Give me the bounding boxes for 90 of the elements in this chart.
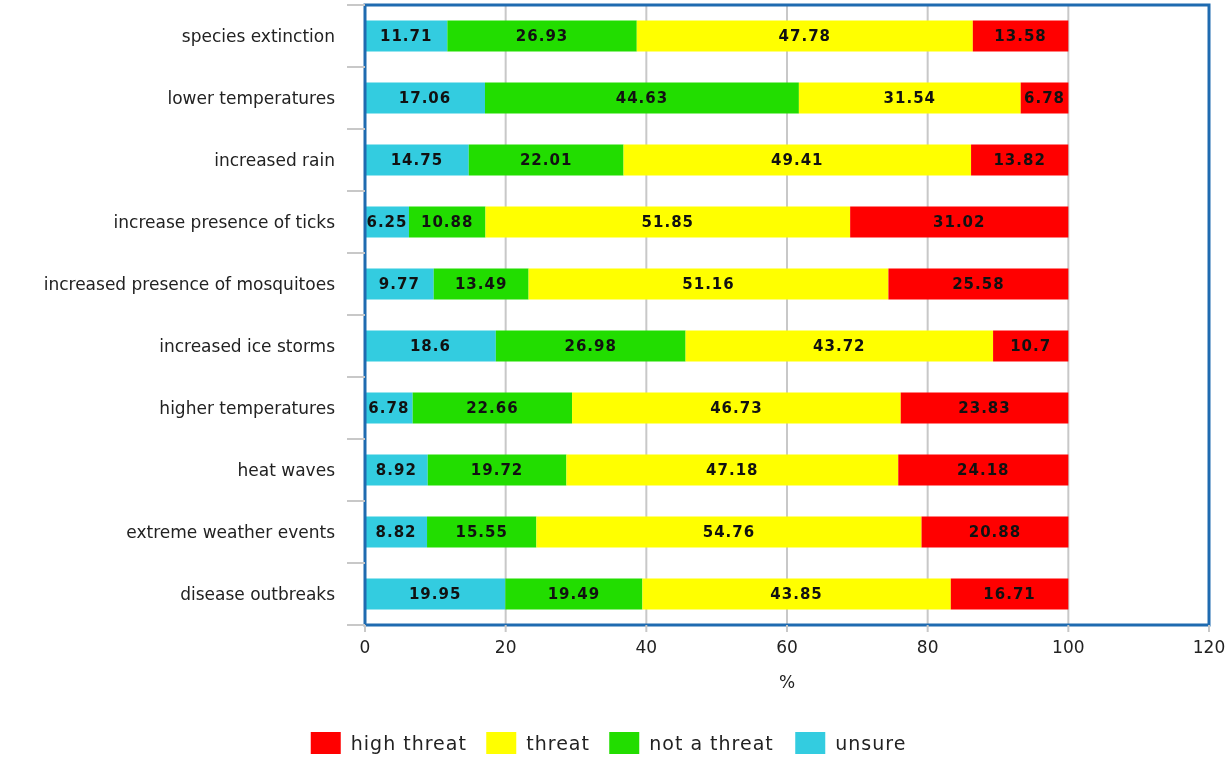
bar	[566, 454, 899, 486]
bar	[642, 578, 951, 610]
data-label: 54.76	[702, 523, 756, 542]
data-label: 31.02	[933, 213, 986, 232]
bar	[365, 578, 506, 610]
y-tick-label: higher temperatures	[159, 398, 336, 419]
data-label: 10.88	[420, 213, 474, 232]
bar	[900, 392, 1069, 424]
bar	[495, 330, 686, 362]
bar	[898, 454, 1069, 486]
y-tick-label: increased presence of mosquitoes	[43, 274, 336, 295]
y-tick-label: increased ice storms	[159, 336, 336, 357]
bar	[623, 144, 972, 176]
data-label: 18.6	[409, 337, 451, 356]
data-label: 24.18	[957, 461, 1010, 480]
bar	[536, 516, 922, 548]
data-label: 49.41	[771, 151, 824, 170]
bar	[798, 82, 1021, 114]
x-tick-label: 100	[1052, 637, 1085, 657]
y-tick-label: heat waves	[237, 460, 336, 481]
bar	[447, 20, 637, 52]
bar	[427, 454, 567, 486]
y-tick-label: increased rain	[214, 150, 335, 171]
bar	[636, 20, 973, 52]
bar	[921, 516, 1069, 548]
data-label: 10.7	[1010, 337, 1052, 356]
data-label: 15.55	[455, 523, 508, 542]
data-label: 13.49	[454, 275, 508, 294]
bar	[485, 206, 851, 238]
legend-label: high threat	[350, 731, 467, 754]
bar	[365, 82, 485, 114]
data-label: 17.06	[398, 89, 452, 108]
y-tick-label: lower temperatures	[167, 88, 336, 109]
bar	[950, 578, 1069, 610]
legend-label: unsure	[835, 731, 907, 754]
bar	[888, 268, 1069, 300]
data-label: 19.72	[470, 461, 524, 480]
data-label: 19.49	[547, 585, 601, 604]
data-label: 8.92	[375, 461, 417, 480]
data-label: 43.72	[813, 337, 866, 356]
x-tick-label: 120	[1192, 637, 1226, 657]
data-label: 25.58	[952, 275, 1005, 294]
data-label: 22.66	[466, 399, 519, 418]
bar	[427, 516, 537, 548]
data-label: 47.18	[706, 461, 759, 480]
x-axis-title: %	[778, 672, 796, 692]
x-tick-label: 0	[359, 637, 371, 657]
data-label: 23.83	[958, 399, 1011, 418]
legend-label: not a threat	[649, 731, 774, 754]
bar	[484, 82, 799, 114]
x-tick-label: 80	[916, 637, 939, 657]
data-label: 6.78	[1024, 89, 1066, 108]
x-tick-label: 20	[494, 637, 517, 657]
y-tick-label: extreme weather events	[126, 522, 336, 543]
data-label: 51.16	[682, 275, 735, 294]
data-label: 31.54	[883, 89, 937, 108]
data-label: 8.82	[375, 523, 417, 542]
data-label: 20.88	[968, 523, 1022, 542]
x-tick-label: 40	[635, 637, 658, 657]
data-label: 51.85	[641, 213, 695, 232]
data-label: 26.93	[515, 27, 569, 46]
bar	[365, 330, 496, 362]
bar	[572, 392, 901, 424]
bar	[468, 144, 624, 176]
data-label: 11.71	[379, 27, 433, 46]
x-tick-label: 60	[776, 637, 798, 657]
bar	[528, 268, 889, 300]
bar	[685, 330, 994, 362]
data-label: 16.71	[983, 585, 1036, 604]
data-label: 14.75	[390, 151, 444, 170]
data-label: 13.58	[994, 27, 1047, 46]
legend-label: threat	[526, 731, 590, 754]
data-label: 47.78	[778, 27, 832, 46]
data-label: 43.85	[770, 585, 823, 604]
data-label: 9.77	[378, 275, 420, 294]
y-tick-label: disease outbreaks	[180, 584, 336, 605]
bar	[505, 578, 643, 610]
data-label: 22.01	[519, 151, 573, 170]
data-label: 44.63	[615, 89, 669, 108]
data-label: 6.25	[366, 213, 408, 232]
bar	[412, 392, 573, 424]
bar	[850, 206, 1069, 238]
data-label: 19.95	[408, 585, 462, 604]
bar	[993, 330, 1069, 362]
data-label: 13.82	[993, 151, 1046, 170]
data-label: 26.98	[564, 337, 617, 356]
y-tick-label: increase presence of ticks	[113, 212, 336, 233]
y-tick-label: species extinction	[181, 26, 335, 47]
data-label: 6.78	[368, 399, 410, 418]
data-label: 46.73	[710, 399, 763, 418]
